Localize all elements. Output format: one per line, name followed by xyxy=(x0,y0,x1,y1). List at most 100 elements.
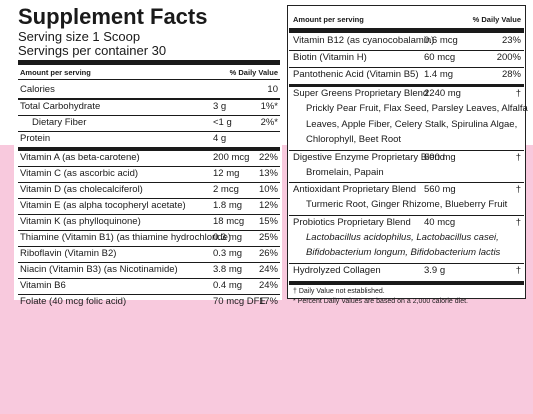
rule xyxy=(18,230,280,231)
row-dv: 2%* xyxy=(260,117,278,128)
row-detail: Bifidobacterium longum, Bifidobacterium … xyxy=(306,247,501,258)
rule xyxy=(289,280,524,285)
row-dv: 10% xyxy=(258,184,278,195)
row-detail: Turmeric Root, Ginger Rhizome, Blueberry… xyxy=(306,199,508,210)
rule xyxy=(289,28,524,33)
rule xyxy=(18,262,280,263)
row-name: Vitamin B6 xyxy=(20,280,66,291)
rule xyxy=(18,147,280,151)
row-amount: <1 g xyxy=(213,117,232,128)
rule xyxy=(289,149,524,151)
row-name: Antioxidant Proprietary Blend xyxy=(293,184,417,195)
row-dv: 24% xyxy=(258,264,278,275)
column-header: % Daily Value xyxy=(472,15,521,24)
row-name: Calories xyxy=(20,84,55,95)
row-amount: 2240 mg xyxy=(424,88,461,99)
row-name: Vitamin A (as beta-carotene) xyxy=(20,152,140,163)
row-amount: 4 g xyxy=(213,133,227,144)
rule xyxy=(18,182,280,183)
row-amount: 560 mg xyxy=(424,184,456,195)
rule xyxy=(18,246,280,247)
row-dv: † xyxy=(515,264,521,276)
row-detail: Leaves, Apple Fiber, Celery Stalk, Spiru… xyxy=(306,118,518,130)
rule xyxy=(289,67,524,68)
row-name: Vitamin D (as cholecalciferol) xyxy=(20,184,143,195)
rule xyxy=(18,166,280,167)
row-detail: Chlorophyll, Beet Root xyxy=(306,134,402,145)
row-dv: 23% xyxy=(501,35,521,46)
serving-size: Serving size 1 Scoop xyxy=(18,29,141,44)
row-amount: 3 g xyxy=(213,101,227,112)
row-name: Biotin (Vitamin H) xyxy=(293,52,367,63)
rule xyxy=(18,294,280,295)
row-name: Super Greens Proprietary Blend xyxy=(293,88,429,99)
column-header: Amount per serving xyxy=(20,68,91,77)
row-amount: 60 mcg xyxy=(424,52,456,63)
row-dv: 24% xyxy=(258,280,278,291)
row-dv: 12% xyxy=(258,200,278,211)
rule xyxy=(18,115,280,116)
row-detail: Lactobacillus acidophilus, Lactobacillus… xyxy=(306,231,499,243)
row-dv: 22% xyxy=(258,152,278,163)
title: Supplement Facts xyxy=(18,4,208,29)
row-name: Dietary Fiber xyxy=(32,117,87,128)
row-name: Digestive Enzyme Proprietary Blend xyxy=(293,151,446,163)
row-amount: 1.4 mg xyxy=(424,69,454,80)
row-dv: 26% xyxy=(258,248,278,259)
rule xyxy=(18,198,280,199)
row-detail: Bromelain, Papain xyxy=(306,166,384,178)
rule xyxy=(289,182,524,183)
row-amount: 40 mcg xyxy=(424,216,456,228)
row-amount: 1.8 mg xyxy=(213,200,243,211)
row-amount: 3.9 g xyxy=(424,264,446,276)
rule xyxy=(289,50,524,51)
row-dv: 1%* xyxy=(260,101,278,112)
row-dv: 25% xyxy=(258,232,278,243)
rule xyxy=(18,131,280,132)
row-name: Vitamin B12 (as cyanocobalamin) xyxy=(293,35,435,46)
rule xyxy=(289,262,524,264)
right-panel xyxy=(287,5,526,299)
row-detail: Prickly Pear Fruit, Flax Seed, Parsley L… xyxy=(306,103,528,114)
row-dv: † xyxy=(515,216,521,228)
row-name: Pantothenic Acid (Vitamin B5) xyxy=(293,69,419,80)
rule xyxy=(289,214,524,216)
row-name: Vitamin C (as ascorbic acid) xyxy=(20,168,139,179)
row-name: Hydrolyzed Collagen xyxy=(293,264,381,276)
row-amount: 2 mcg xyxy=(213,184,239,195)
rule xyxy=(18,79,280,80)
row-amount: 12 mg xyxy=(213,168,240,179)
row-dv: 13% xyxy=(258,168,278,179)
row-name: Probiotics Proprietary Blend xyxy=(293,216,411,228)
rule xyxy=(18,278,280,279)
row-name: Niacin (Vitamin B3) (as Nicotinamide) xyxy=(20,264,178,275)
row-name: Protein xyxy=(20,133,51,144)
row-name: Riboflavin (Vitamin B2) xyxy=(20,248,117,259)
row-amount: 10 xyxy=(267,84,278,95)
row-amount: 0.3 mg xyxy=(213,232,243,243)
row-dv: 15% xyxy=(258,216,278,227)
row-name: Vitamin K (as phylloquinone) xyxy=(20,216,141,227)
row-dv: 17% xyxy=(258,296,278,307)
row-name: Folate (40 mcg folic acid) xyxy=(20,296,127,307)
row-amount: 0.3 mg xyxy=(213,248,243,259)
row-amount: 18 mcg xyxy=(213,216,245,227)
row-amount: 0.4 mg xyxy=(213,280,243,291)
rule xyxy=(289,84,524,87)
row-dv: † xyxy=(515,88,521,99)
footnote: † Daily Value not established. xyxy=(293,287,385,295)
servings: Servings per container 30 xyxy=(18,43,167,58)
column-header: Amount per serving xyxy=(293,15,364,24)
rule xyxy=(18,60,280,65)
row-amount: 200 mcg xyxy=(213,152,250,163)
rule xyxy=(18,214,280,215)
rule xyxy=(18,98,280,100)
row-amount: 70 mcg DFE xyxy=(213,296,266,307)
row-dv: † xyxy=(515,151,521,163)
row-amount: 0.6 mcg xyxy=(424,35,458,46)
row-name: Vitamin E (as alpha tocopheryl acetate) xyxy=(20,200,186,211)
footnote: * Percent Daily Values are based on a 2,… xyxy=(293,297,468,305)
row-dv: 28% xyxy=(501,69,521,80)
row-name: Thiamine (Vitamin B1) (as thiamine hydro… xyxy=(20,232,232,243)
